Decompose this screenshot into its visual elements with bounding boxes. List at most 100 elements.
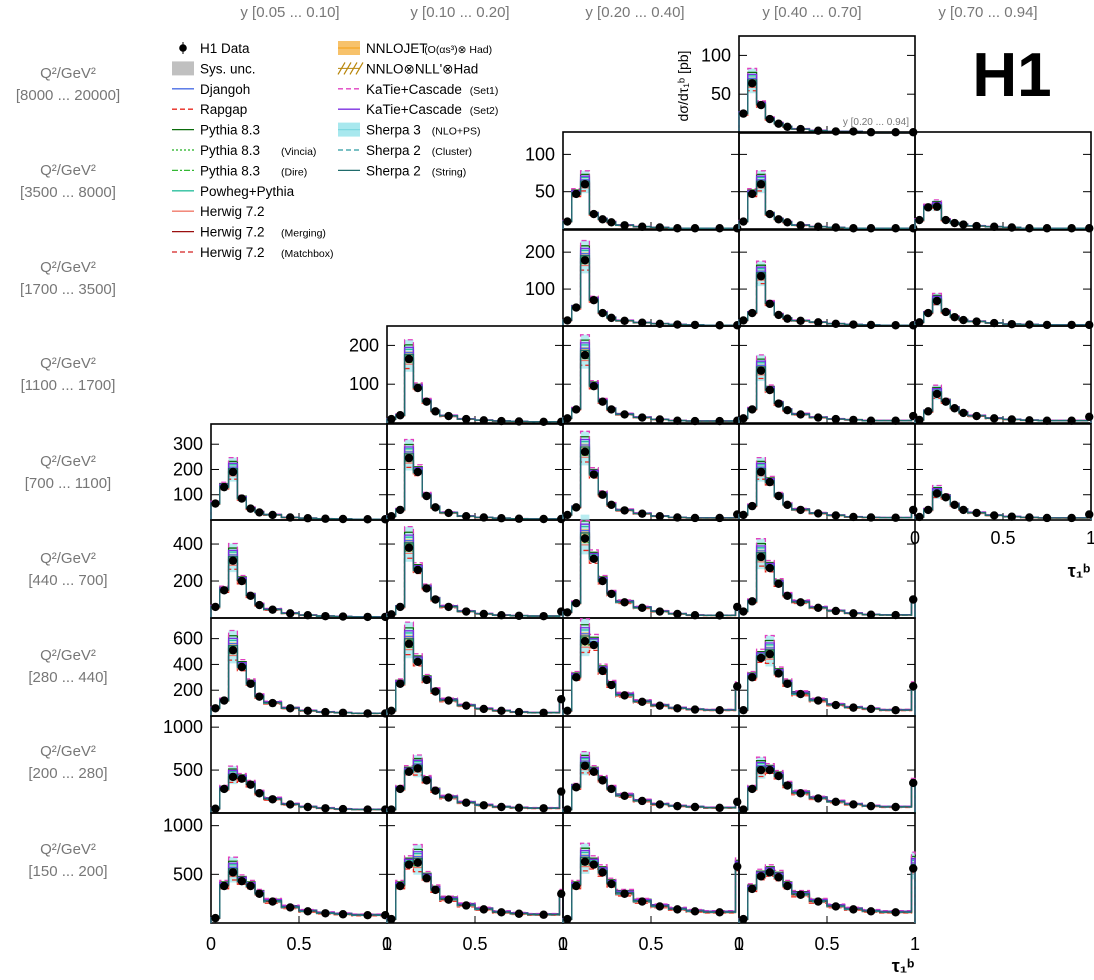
x-tick-label: 0 [558, 934, 568, 954]
data-point [246, 591, 255, 601]
data-point [733, 797, 742, 807]
legend-entry: Pythia 8.3 (Dire) [172, 163, 307, 178]
data-point [479, 609, 488, 619]
data-point [783, 500, 792, 510]
data-point [774, 873, 783, 882]
data-point [557, 787, 566, 796]
legend-entry: KaTie+Cascade (Set1) [338, 82, 498, 97]
data-point [849, 512, 858, 522]
data-point [739, 805, 748, 814]
data-point [589, 381, 598, 391]
data-point [572, 405, 581, 414]
q2-bin-label: [440 ... 700] [28, 572, 107, 589]
inset-bin-label: y [0.20 ... 0.94] [843, 117, 909, 128]
data-point [514, 707, 524, 717]
data-point [715, 224, 724, 233]
data-point [607, 784, 616, 794]
legend-sublabel: (Vincia) [281, 146, 316, 158]
data-point [774, 310, 783, 320]
data-point [756, 765, 766, 775]
model-histogram [562, 862, 740, 923]
data-point [756, 271, 766, 281]
model-histogram [562, 446, 740, 520]
data-point [748, 501, 757, 511]
data-point [972, 221, 981, 231]
legend-label: H1 Data [200, 41, 250, 56]
panel [210, 715, 390, 814]
q2-label-prefix: Q²/GeV² [40, 65, 96, 82]
panel [562, 812, 742, 924]
data-point [756, 180, 766, 189]
data-point [404, 639, 414, 648]
q2-bin-label: [150 ... 200] [28, 863, 107, 880]
data-point [563, 414, 572, 423]
data-point [891, 416, 900, 425]
data-point [607, 405, 616, 414]
data-point [814, 413, 823, 422]
data-point [286, 903, 295, 912]
data-point [950, 404, 959, 413]
data-point [387, 706, 396, 716]
data-point [413, 764, 422, 773]
data-point [932, 202, 942, 211]
data-point [655, 800, 664, 809]
panels: y [0.20 ... 0.94] [210, 35, 1094, 924]
data-point [497, 706, 506, 716]
data-point [783, 314, 792, 323]
data-point [739, 607, 748, 616]
data-point [1007, 512, 1016, 521]
model-histogram [738, 552, 916, 618]
y-tick-label: 200 [173, 459, 203, 479]
data-point [959, 505, 968, 515]
data-point [1042, 416, 1052, 425]
panel-frame [914, 325, 1092, 424]
data-point [396, 679, 405, 688]
model-histogram [738, 661, 916, 716]
data-point [849, 905, 858, 914]
legend-sublabel: (Cluster) [432, 146, 472, 158]
data-point [783, 781, 792, 790]
data-point [462, 901, 471, 910]
data-point [715, 908, 724, 917]
y-tick-label: 200 [173, 571, 203, 591]
data-point [814, 794, 823, 803]
x-tick-label: 0.5 [286, 934, 311, 954]
data-point [396, 411, 405, 420]
data-point [891, 705, 900, 715]
data-point [909, 595, 918, 604]
legend-sublabel: (Dire) [281, 166, 307, 178]
model-histogram [210, 644, 388, 716]
panel [562, 423, 742, 523]
data-point [598, 576, 607, 586]
data-point [462, 607, 471, 616]
x-axis-label-right: τ₁ᵇ [1068, 561, 1091, 581]
data-point [268, 897, 277, 906]
data-point [422, 776, 431, 785]
data-point [303, 514, 312, 523]
y-tick-label: 1000 [163, 816, 203, 836]
data-point [814, 509, 823, 518]
legend-entry: Pythia 8.3 [172, 123, 260, 138]
q2-label-prefix: Q²/GeV² [40, 743, 96, 760]
data-point [220, 482, 229, 492]
data-point [748, 405, 757, 414]
data-point [620, 316, 629, 326]
legend-sublabel: (O(αs³)⊗ Had) [424, 44, 492, 56]
data-point [396, 881, 405, 891]
data-point [479, 704, 488, 714]
data-point [557, 889, 566, 898]
data-point [690, 416, 700, 426]
data-point [748, 673, 757, 682]
data-point [607, 313, 616, 323]
data-point [715, 513, 724, 523]
data-point [796, 598, 805, 607]
data-point [557, 695, 566, 704]
y-bin-header: y [0.10 ... 0.20] [410, 4, 509, 21]
data-point [572, 881, 581, 891]
data-point [422, 397, 431, 406]
data-point [539, 804, 548, 813]
data-point [941, 397, 950, 406]
x-tick-label: 1 [382, 934, 392, 954]
data-point [748, 79, 757, 88]
